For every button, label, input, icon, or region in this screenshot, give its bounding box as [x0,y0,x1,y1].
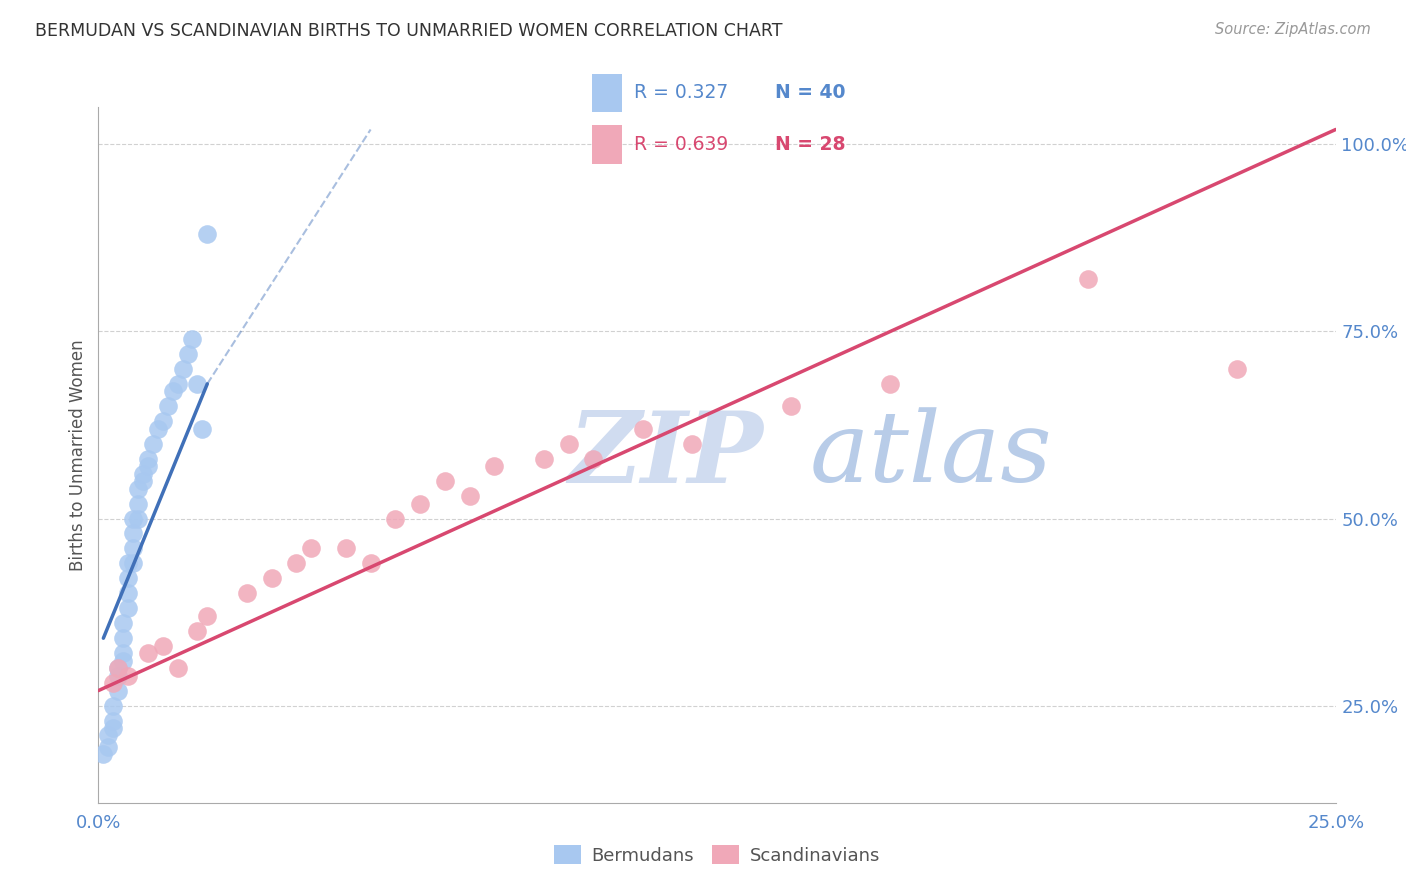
Point [195,608,218,623]
Text: Source: ZipAtlas.com: Source: ZipAtlas.com [1215,22,1371,37]
Point [122,557,145,571]
Bar [592,126,621,164]
Point [107,668,129,682]
Text: ZIP: ZIP [568,407,763,503]
Point [122,526,145,541]
Point [103,698,125,713]
Point [127,482,149,496]
Point [582,451,605,466]
Point [122,541,145,556]
Text: BERMUDAN VS SCANDINAVIAN BIRTHS TO UNMARRIED WOMEN CORRELATION CHART: BERMUDAN VS SCANDINAVIAN BIRTHS TO UNMAR… [35,22,783,40]
Text: R = 0.639: R = 0.639 [634,136,728,154]
Point [107,661,129,675]
Point [146,422,169,436]
Text: atlas: atlas [810,408,1053,502]
Point [107,683,129,698]
Point [97,739,120,754]
Point [117,601,139,615]
Point [384,511,406,525]
Point [112,646,135,660]
Point [117,557,139,571]
Point [152,414,174,428]
Point [112,631,135,645]
Bar [592,74,621,112]
Point [162,384,184,399]
Text: N = 28: N = 28 [776,136,846,154]
Legend: Bermudans, Scandinavians: Bermudans, Scandinavians [544,837,890,874]
Point [433,474,456,488]
Point [360,557,382,571]
Point [127,497,149,511]
Point [186,624,208,638]
Point [166,661,188,675]
Point [260,571,283,585]
Point [172,362,194,376]
Point [103,714,125,728]
Point [122,511,145,525]
Y-axis label: Births to Unmarried Women: Births to Unmarried Women [69,339,87,571]
Point [458,489,481,503]
Point [132,467,155,481]
Point [93,747,115,761]
Point [484,459,506,474]
Point [176,347,198,361]
Point [152,639,174,653]
Point [1226,362,1249,376]
Point [136,646,159,660]
Point [285,557,308,571]
Point [166,376,188,391]
Point [97,729,120,743]
Point [195,227,218,242]
Point [117,586,139,600]
Point [631,422,654,436]
Point [117,571,139,585]
Point [780,399,803,413]
Point [186,376,208,391]
Point [299,541,322,556]
Point [409,497,432,511]
Point [557,436,579,450]
Point [156,399,179,413]
Text: R = 0.327: R = 0.327 [634,83,728,103]
Point [127,511,149,525]
Point [103,676,125,690]
Point [136,451,159,466]
Point [112,616,135,631]
Point [191,422,214,436]
Point [335,541,357,556]
Point [879,376,901,391]
Point [1077,272,1099,286]
Point [236,586,259,600]
Point [681,436,703,450]
Point [533,451,555,466]
Point [107,661,129,675]
Point [181,332,204,346]
Point [136,459,159,474]
Point [132,474,155,488]
Point [117,668,139,682]
Point [103,721,125,735]
Point [112,654,135,668]
Point [142,436,165,450]
Text: N = 40: N = 40 [776,83,846,103]
